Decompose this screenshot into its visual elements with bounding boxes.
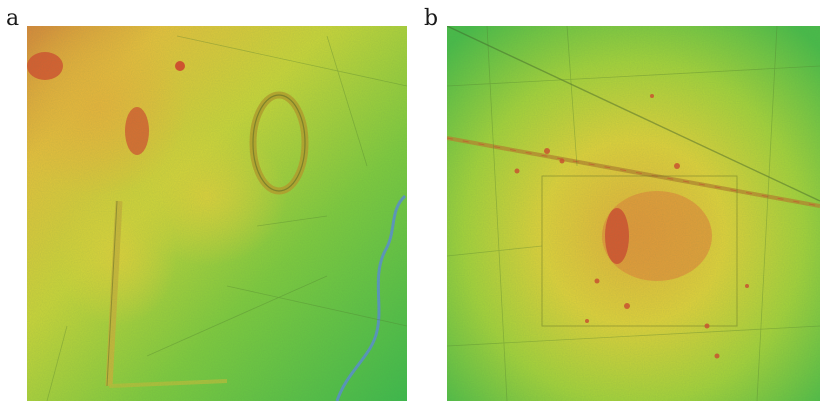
elevation-map-b-image xyxy=(447,26,820,401)
elevation-map-b xyxy=(447,26,820,401)
elevation-map-a xyxy=(27,26,407,401)
elevation-map-a-image xyxy=(27,26,407,401)
panel-label-b: b xyxy=(424,6,439,31)
panel-label-a: a xyxy=(6,6,20,31)
